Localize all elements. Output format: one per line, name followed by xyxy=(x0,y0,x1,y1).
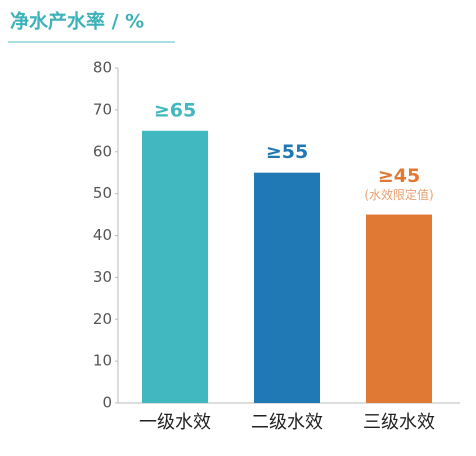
y-tick-label: 50 xyxy=(93,184,112,202)
annotation: (水效限定值) xyxy=(364,187,433,202)
x-tick-label: 一级水效 xyxy=(139,412,211,433)
value-label: ≥45 xyxy=(378,165,420,187)
y-tick-label: 0 xyxy=(102,394,112,412)
value-label: ≥55 xyxy=(266,141,308,163)
y-tick-label: 40 xyxy=(93,226,112,244)
y-tick-label: 10 xyxy=(93,352,112,370)
bar xyxy=(254,172,320,403)
chart-title: 净水产水率 / % xyxy=(10,10,144,33)
bar xyxy=(366,214,432,403)
x-tick-label: 三级水效 xyxy=(363,412,435,433)
y-tick-label: 60 xyxy=(93,142,112,160)
bar xyxy=(142,130,208,403)
y-tick-label: 20 xyxy=(93,310,112,328)
x-tick-label: 二级水效 xyxy=(251,412,323,433)
y-tick-label: 70 xyxy=(93,100,112,118)
value-label: ≥65 xyxy=(154,99,196,121)
y-tick-label: 30 xyxy=(93,268,112,286)
y-tick-label: 80 xyxy=(93,59,112,77)
